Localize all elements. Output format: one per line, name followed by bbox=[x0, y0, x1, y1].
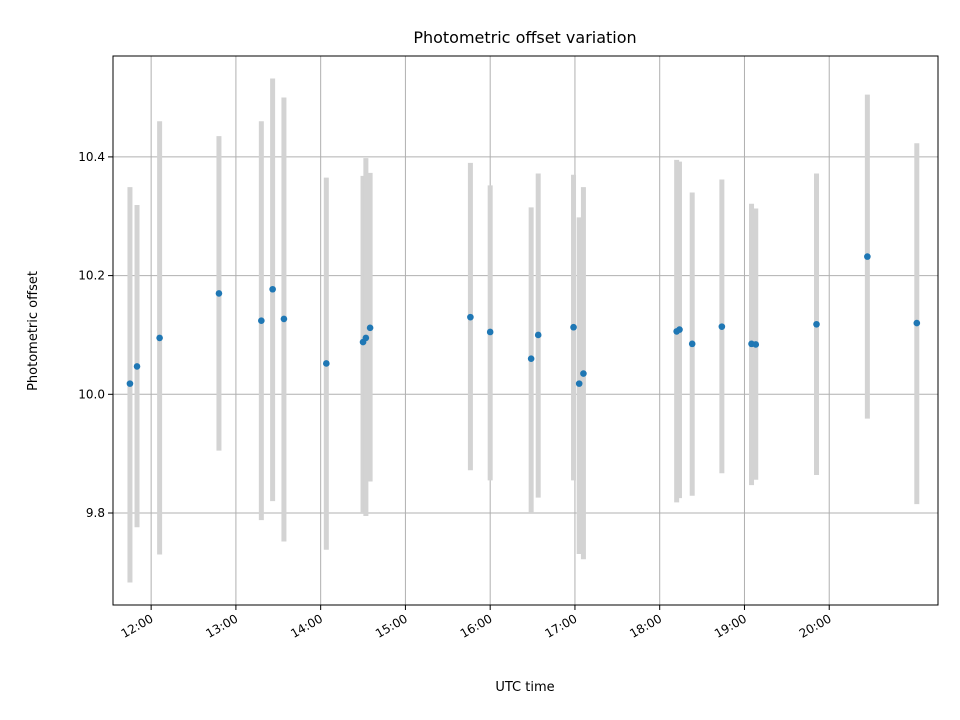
data-point bbox=[366, 324, 374, 332]
data-points bbox=[126, 253, 921, 387]
x-tick-label: 18:00 bbox=[627, 611, 664, 640]
x-tick-label: 13:00 bbox=[203, 611, 240, 640]
data-point bbox=[156, 334, 163, 342]
data-point bbox=[362, 334, 370, 342]
data-point bbox=[718, 323, 726, 330]
x-tick-label: 15:00 bbox=[373, 611, 410, 640]
x-tick-label: 14:00 bbox=[288, 611, 325, 640]
y-tick-label: 10.2 bbox=[78, 269, 105, 283]
x-tick-label: 17:00 bbox=[542, 611, 579, 640]
error-bars bbox=[127, 78, 920, 583]
data-point bbox=[486, 328, 494, 336]
data-point bbox=[676, 326, 683, 333]
x-tick-label: 20:00 bbox=[797, 611, 834, 640]
x-axis-label: UTC time bbox=[495, 680, 554, 695]
data-point bbox=[813, 320, 820, 328]
data-point bbox=[527, 355, 535, 362]
y-axis-ticks: 9.8 10.0 10.2 10.4 bbox=[78, 150, 113, 520]
x-tick-label: 12:00 bbox=[119, 611, 156, 640]
data-point bbox=[752, 341, 760, 348]
y-tick-label: 10.4 bbox=[78, 150, 105, 164]
data-point bbox=[215, 290, 223, 297]
data-point bbox=[688, 340, 696, 348]
data-point bbox=[323, 360, 330, 367]
data-point bbox=[133, 363, 141, 370]
data-point bbox=[467, 313, 474, 321]
data-point bbox=[258, 317, 265, 325]
data-point bbox=[580, 370, 587, 377]
data-point bbox=[126, 380, 134, 387]
x-tick-label: 19:00 bbox=[712, 611, 749, 640]
data-point bbox=[534, 331, 542, 339]
y-tick-label: 10.0 bbox=[78, 387, 105, 401]
data-point bbox=[269, 285, 276, 293]
data-point bbox=[575, 380, 583, 387]
y-axis-label: Photometric offset bbox=[26, 271, 41, 391]
y-tick-label: 9.8 bbox=[86, 506, 105, 520]
data-point bbox=[570, 323, 577, 331]
x-tick-label: 16:00 bbox=[458, 611, 495, 640]
chart-title: Photometric offset variation bbox=[413, 28, 636, 47]
data-point bbox=[913, 319, 921, 327]
x-axis-ticks: 12:00 13:00 14:00 15:00 16:00 17:00 18:00 19:00… bbox=[119, 605, 834, 641]
plot-frame bbox=[112, 55, 939, 606]
data-point bbox=[280, 315, 288, 323]
data-point bbox=[864, 253, 871, 260]
